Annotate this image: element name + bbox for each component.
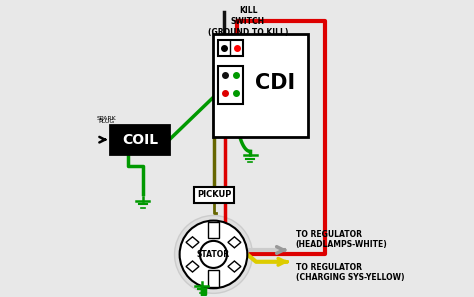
Text: COIL: COIL: [122, 133, 158, 147]
Circle shape: [174, 216, 252, 293]
Text: TO REGULATOR
(HEADLAMPS-WHITE): TO REGULATOR (HEADLAMPS-WHITE): [296, 230, 388, 249]
Polygon shape: [186, 237, 199, 248]
Text: PICKUP: PICKUP: [197, 190, 231, 199]
Bar: [213, 34, 308, 137]
Polygon shape: [208, 270, 219, 287]
Polygon shape: [208, 222, 219, 238]
Text: STATOR: STATOR: [197, 250, 230, 259]
Bar: [218, 66, 243, 104]
Text: CDI: CDI: [255, 73, 295, 93]
Bar: [110, 125, 169, 154]
Polygon shape: [228, 237, 241, 248]
Polygon shape: [228, 261, 241, 272]
Bar: [194, 187, 234, 203]
Bar: [218, 40, 243, 56]
Text: PLUG: PLUG: [99, 119, 115, 124]
Text: KILL
SWITCH
(GROUND TO KILL): KILL SWITCH (GROUND TO KILL): [208, 6, 288, 37]
Circle shape: [200, 241, 227, 268]
Polygon shape: [186, 261, 199, 272]
Text: SPARK: SPARK: [97, 116, 117, 121]
Circle shape: [180, 221, 247, 288]
Text: TO REGULATOR
(CHARGING SYS-YELLOW): TO REGULATOR (CHARGING SYS-YELLOW): [296, 263, 404, 282]
